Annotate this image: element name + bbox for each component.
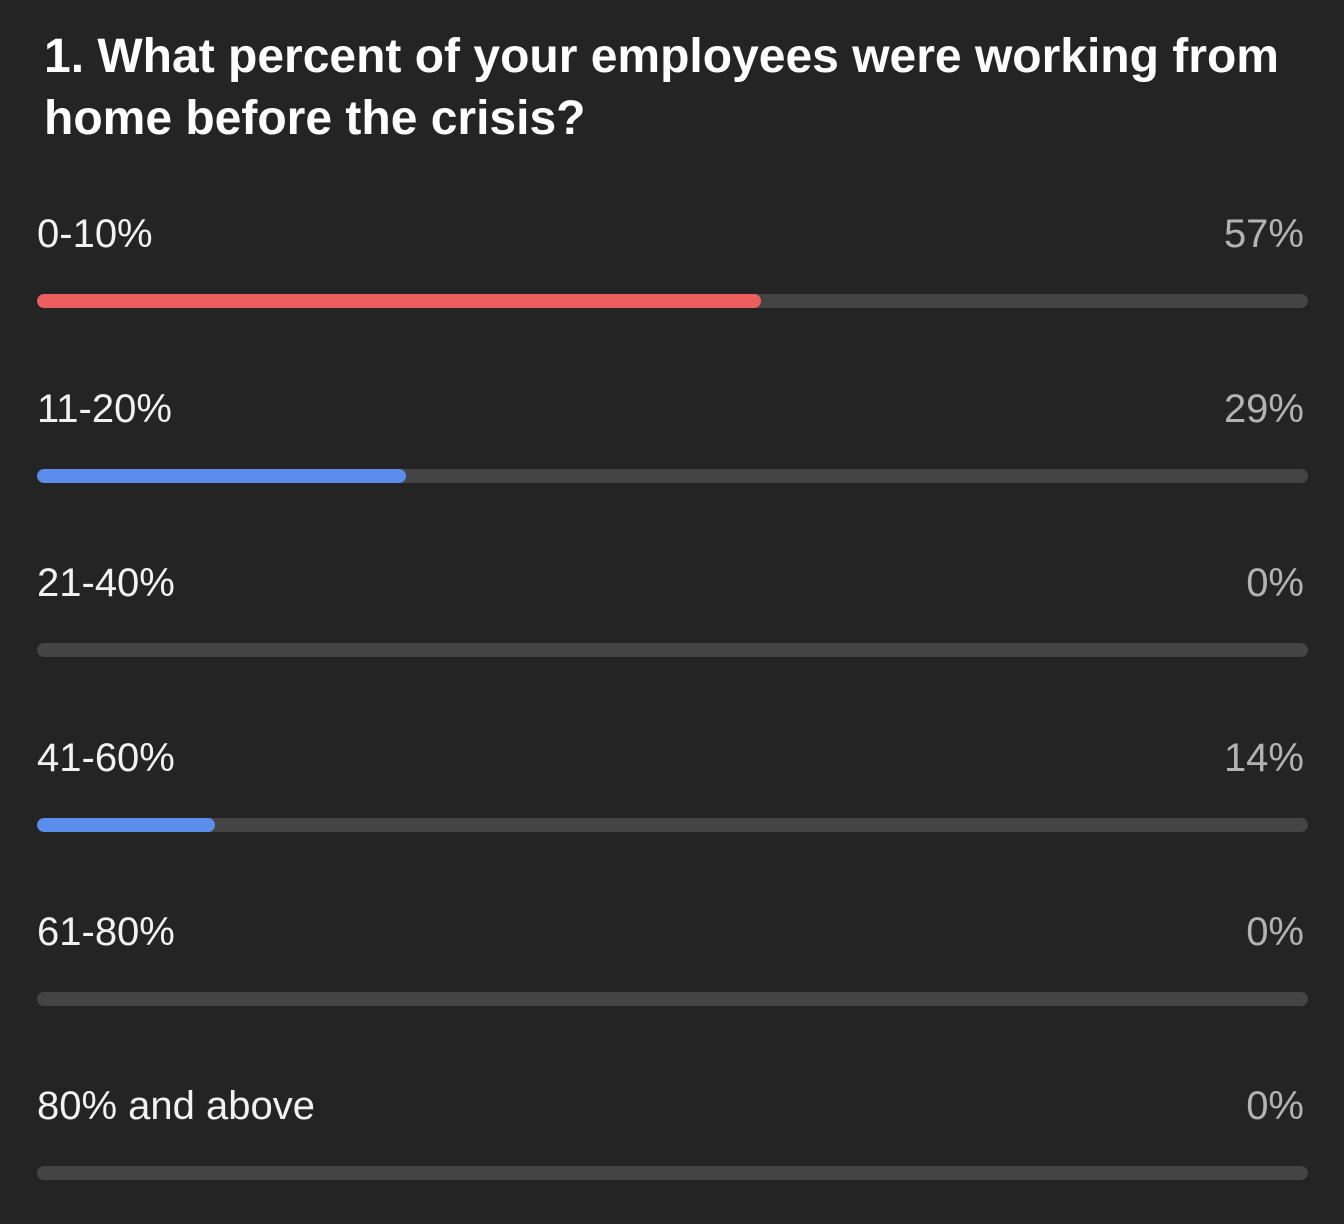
option-percent: 57% xyxy=(1223,212,1304,256)
result-bar-track xyxy=(37,992,1308,1006)
option-percent: 0% xyxy=(1246,561,1304,605)
result-bar-track xyxy=(37,1166,1308,1180)
result-bar-fill xyxy=(37,469,406,483)
result-bar-track xyxy=(37,818,1308,832)
option-label: 0-10% xyxy=(37,212,153,256)
option-label: 41-60% xyxy=(37,736,175,780)
result-bar-track xyxy=(37,643,1308,657)
poll-option: 80% and above 0% xyxy=(37,1082,1308,1192)
option-percent: 0% xyxy=(1246,1084,1304,1128)
poll-option: 0-10% 57% xyxy=(37,210,1308,320)
result-bar-track xyxy=(37,294,1308,308)
option-percent: 29% xyxy=(1223,387,1304,431)
option-percent: 14% xyxy=(1223,736,1304,780)
poll-option: 41-60% 14% xyxy=(37,734,1308,844)
option-label: 21-40% xyxy=(37,561,175,605)
option-label: 61-80% xyxy=(37,910,175,954)
poll-option: 61-80% 0% xyxy=(37,908,1308,1018)
option-label: 11-20% xyxy=(37,387,172,431)
option-label: 80% and above xyxy=(37,1084,316,1128)
result-bar-fill xyxy=(37,294,762,308)
poll-option: 11-20% 29% xyxy=(37,385,1308,495)
result-bar-track xyxy=(37,469,1308,483)
result-bar-fill xyxy=(37,818,215,832)
poll-question: 1. What percent of your employees were w… xyxy=(44,30,1279,145)
option-percent: 0% xyxy=(1246,910,1304,954)
poll-option: 21-40% 0% xyxy=(37,559,1308,669)
